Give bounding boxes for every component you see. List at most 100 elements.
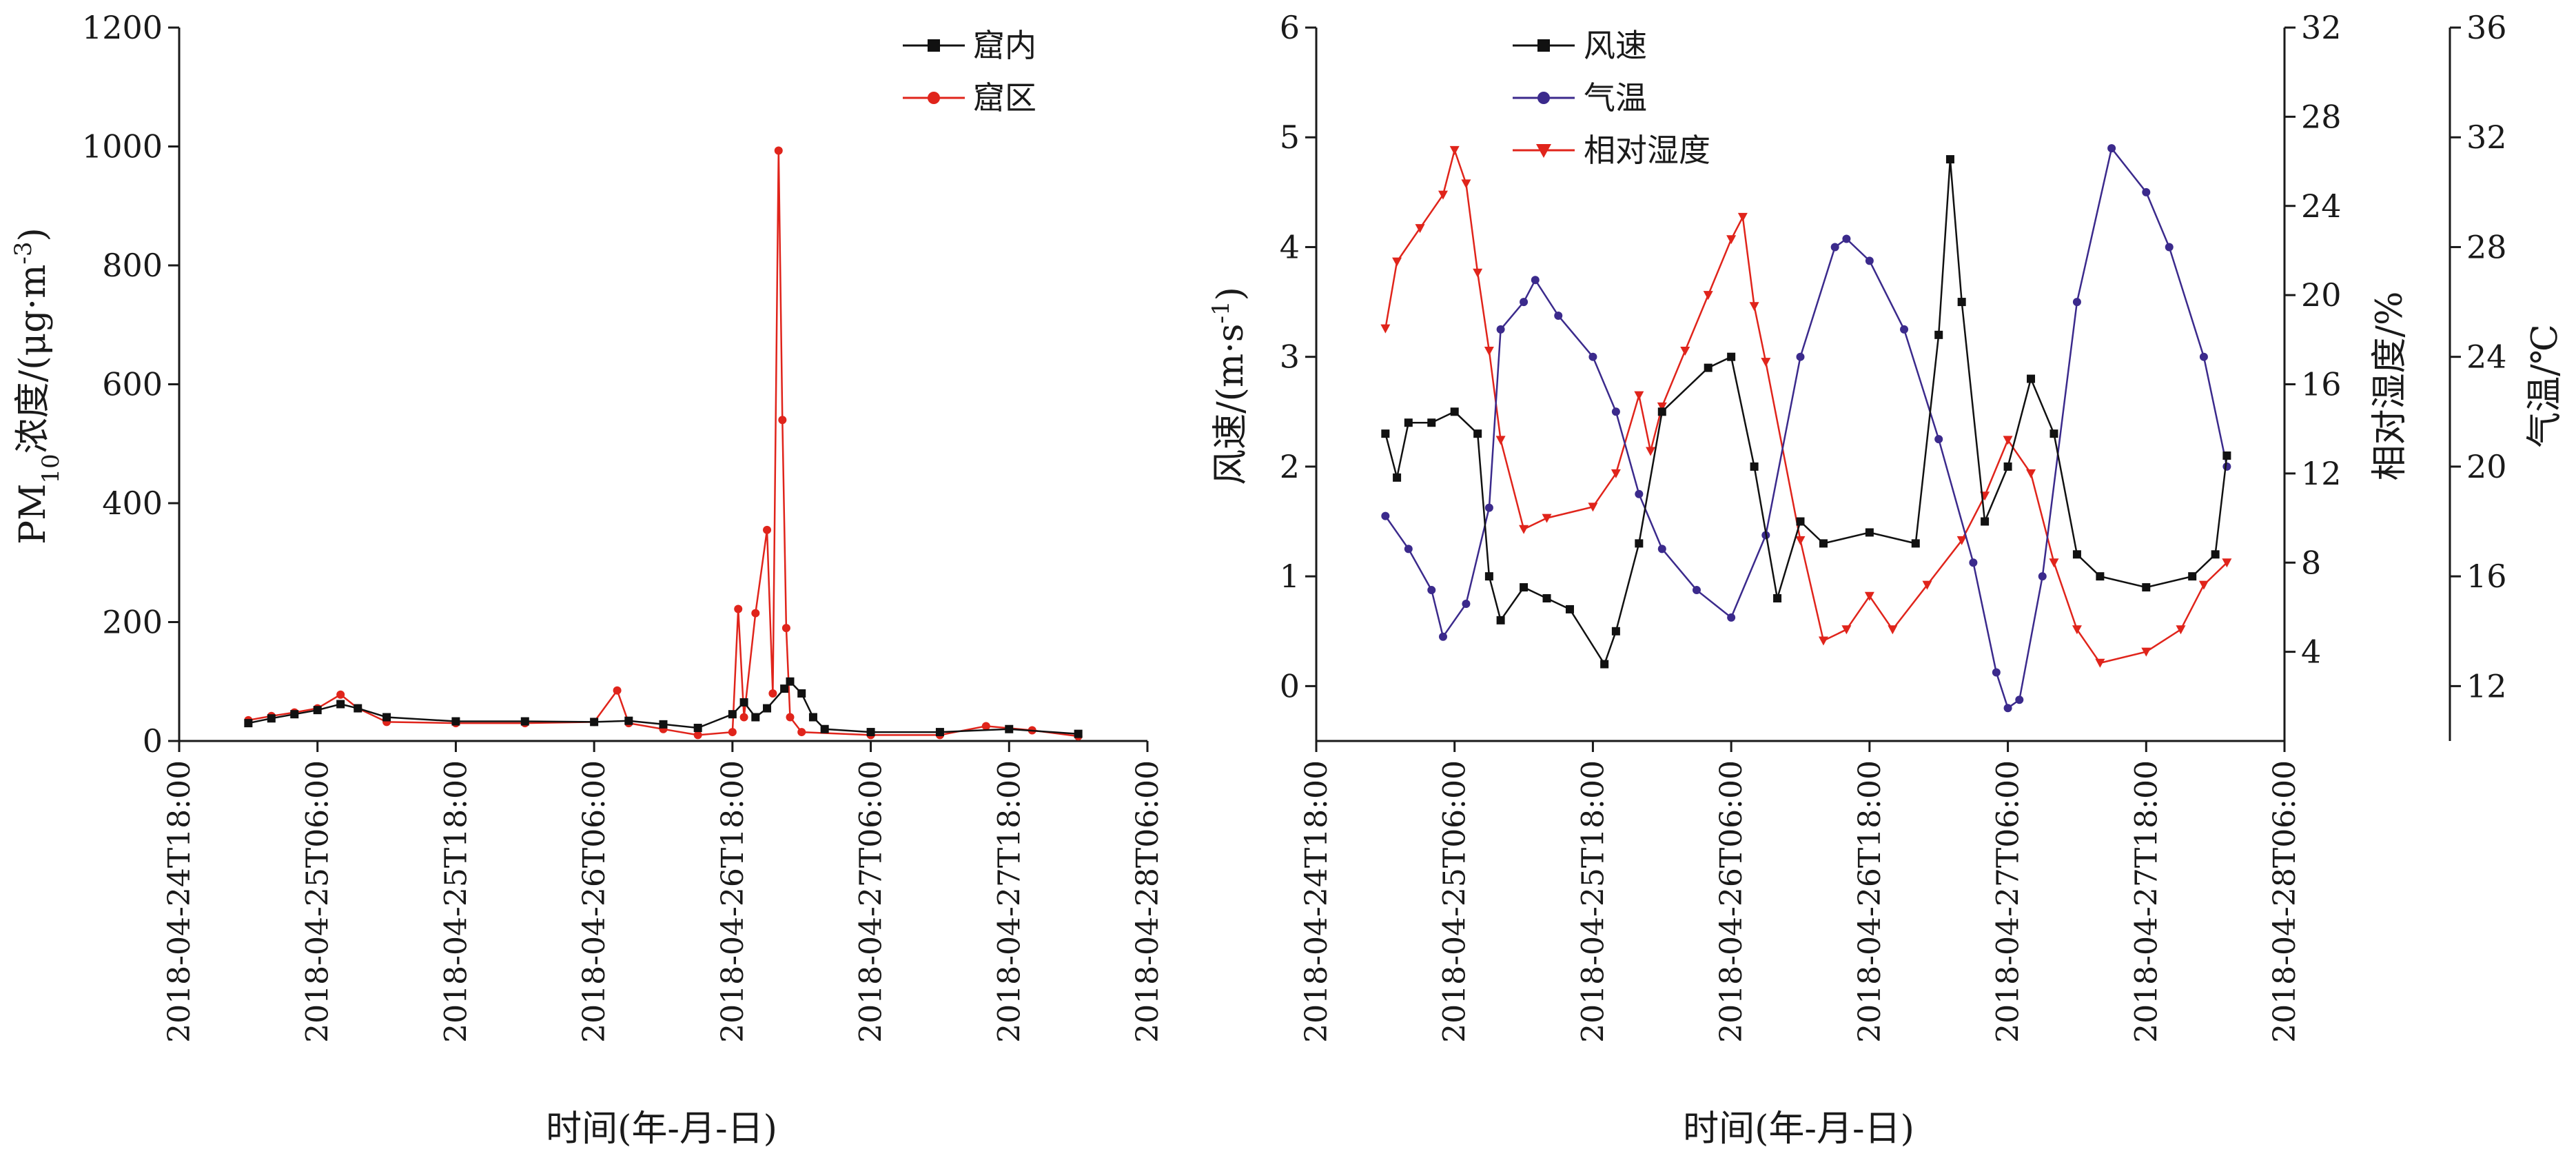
legend-item-area: 窟区 [903, 79, 1036, 116]
data-point-temperature [2107, 144, 2116, 153]
data-point-wind [1473, 429, 1482, 438]
data-point-area [781, 624, 790, 633]
data-point-humidity [2095, 658, 2105, 668]
left-y-axis-title: PM10浓度/(μg·m-3) [10, 227, 65, 545]
data-point-indoor [728, 710, 737, 719]
data-point-temperature [2165, 243, 2174, 252]
left-x-tick-label: 2018-04-27T18:00 [992, 760, 1027, 1043]
right-y-ticks-wind: 0 1 2 3 4 5 6 [1280, 9, 1316, 704]
humidity-y-tick-label: 8 [2301, 544, 2321, 581]
data-point-humidity [1657, 402, 1667, 412]
temperature-y-tick-label: 32 [2466, 119, 2507, 156]
data-point-humidity [2026, 469, 2036, 478]
data-point-temperature [1796, 352, 1805, 361]
left-x-tick-label: 2018-04-25T06:00 [300, 760, 336, 1043]
left-y-tick-label: 600 [102, 366, 163, 403]
data-point-indoor [590, 718, 599, 727]
data-point-temperature [1900, 325, 1909, 334]
data-point-wind [1934, 330, 1943, 339]
right-x-tick-label: 2018-04-26T06:00 [1714, 760, 1749, 1043]
right-x-ticks: 2018-04-24T18:00 2018-04-25T06:00 2018-04-… [1299, 741, 2302, 1043]
data-point-indoor [354, 704, 362, 713]
right-x-tick-label: 2018-04-28T06:00 [2267, 760, 2302, 1043]
data-point-temperature [1588, 352, 1597, 361]
data-point-indoor [751, 713, 760, 722]
right-y-axis-title-wind: 风速/(m·s-1) [1207, 287, 1251, 485]
data-point-indoor [520, 717, 529, 726]
data-point-area [768, 689, 777, 698]
data-point-temperature [1438, 632, 1447, 641]
data-point-humidity [1956, 536, 1967, 545]
left-x-tick-label: 2018-04-27T06:00 [854, 760, 889, 1043]
temperature-y-tick-label: 36 [2466, 9, 2507, 46]
data-point-temperature [2072, 298, 2081, 307]
left-y-tick-label: 400 [102, 485, 163, 522]
series-wind [1381, 155, 2231, 669]
data-point-temperature [1496, 325, 1505, 334]
right-y-ticks-humidity: 4 8 12 16 20 24 28 32 [2284, 9, 2342, 671]
data-point-humidity [1749, 302, 1759, 312]
data-point-indoor [336, 700, 345, 709]
data-point-wind [1957, 298, 1966, 307]
right-plot-frame [1315, 28, 2451, 742]
data-point-temperature [2142, 187, 2151, 196]
data-point-humidity [1392, 257, 1402, 267]
series-line-wind [1384, 159, 2228, 667]
data-point-area [778, 416, 787, 425]
data-point-humidity [1795, 536, 1806, 545]
data-point-area [734, 605, 743, 613]
data-point-temperature [1992, 668, 2001, 677]
data-point-indoor [244, 719, 253, 728]
data-point-indoor [693, 724, 702, 733]
humidity-y-tick-label: 28 [2301, 98, 2342, 135]
right-x-tick-label: 2018-04-25T06:00 [1438, 760, 1473, 1043]
data-point-wind [1911, 539, 1920, 548]
right-y-axis-title-humidity: 相对湿度/% [2369, 292, 2411, 481]
series-humidity [1380, 145, 2232, 668]
temperature-y-tick-label: 12 [2466, 667, 2507, 704]
data-point-humidity [1542, 514, 1552, 523]
data-point-temperature [2222, 462, 2231, 471]
data-point-temperature [1842, 234, 1851, 243]
data-point-wind [2027, 374, 2036, 383]
right-x-tick-label: 2018-04-27T18:00 [2129, 760, 2164, 1043]
data-point-wind [1381, 429, 1390, 438]
legend-item-wind: 风速 [1513, 27, 1647, 64]
left-x-tick-label: 2018-04-28T06:00 [1130, 760, 1165, 1043]
series-indoor [244, 677, 1083, 738]
data-point-temperature [1830, 243, 1839, 252]
left-y-tick-label: 200 [102, 604, 163, 641]
data-point-humidity [1726, 235, 1737, 245]
data-point-temperature [1865, 256, 1874, 265]
data-point-humidity [1888, 625, 1898, 635]
humidity-y-tick-label: 32 [2301, 9, 2342, 46]
data-point-humidity [1484, 346, 1494, 356]
data-point-temperature [2015, 695, 2024, 704]
data-point-indoor [1074, 729, 1083, 738]
left-y-tick-label: 800 [102, 247, 163, 284]
series-temperature [1381, 144, 2231, 713]
legend-item-humidity: 相对湿度 [1513, 132, 1710, 169]
wind-y-tick-label: 0 [1280, 667, 1300, 704]
data-point-area [774, 146, 783, 155]
data-point-area [751, 609, 760, 618]
data-point-humidity [1841, 625, 1852, 635]
data-point-wind [1450, 407, 1459, 416]
humidity-y-tick-label: 4 [2301, 633, 2321, 671]
data-point-indoor [786, 677, 795, 686]
data-point-humidity [1761, 358, 1771, 367]
series-line-temperature [1384, 146, 2228, 710]
data-point-humidity [1611, 469, 1621, 478]
data-point-wind [1611, 627, 1620, 636]
data-point-indoor [866, 728, 875, 737]
left-legend: 窟内 窟区 [903, 27, 1036, 116]
left-x-tick-label: 2018-04-26T18:00 [715, 760, 750, 1043]
data-point-wind [1727, 352, 1736, 361]
data-point-temperature [1484, 503, 1493, 512]
temperature-y-tick-label: 20 [2466, 448, 2507, 485]
left-x-tick-label: 2018-04-26T06:00 [577, 760, 612, 1043]
data-point-wind [1427, 418, 1436, 427]
data-point-wind [1565, 605, 1574, 613]
data-point-indoor [659, 720, 668, 729]
